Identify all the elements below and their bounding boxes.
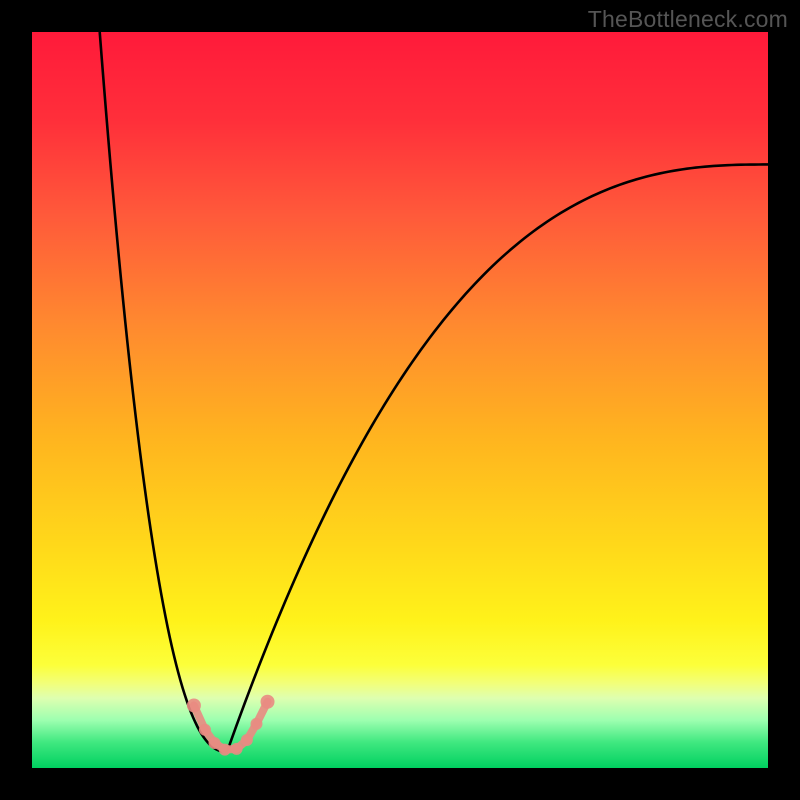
necklace-point bbox=[209, 737, 221, 749]
watermark-text: TheBottleneck.com bbox=[588, 6, 788, 33]
necklace-point bbox=[219, 744, 231, 756]
necklace-point bbox=[199, 724, 211, 736]
plot-area bbox=[32, 32, 768, 768]
necklace-point bbox=[261, 695, 275, 709]
gradient-background bbox=[32, 32, 768, 768]
necklace-point bbox=[241, 734, 253, 746]
bottleneck-chart bbox=[0, 0, 800, 800]
chart-wrapper: TheBottleneck.com bbox=[0, 0, 800, 800]
necklace-point bbox=[250, 718, 262, 730]
necklace-point bbox=[187, 698, 201, 712]
necklace-point bbox=[231, 743, 243, 755]
